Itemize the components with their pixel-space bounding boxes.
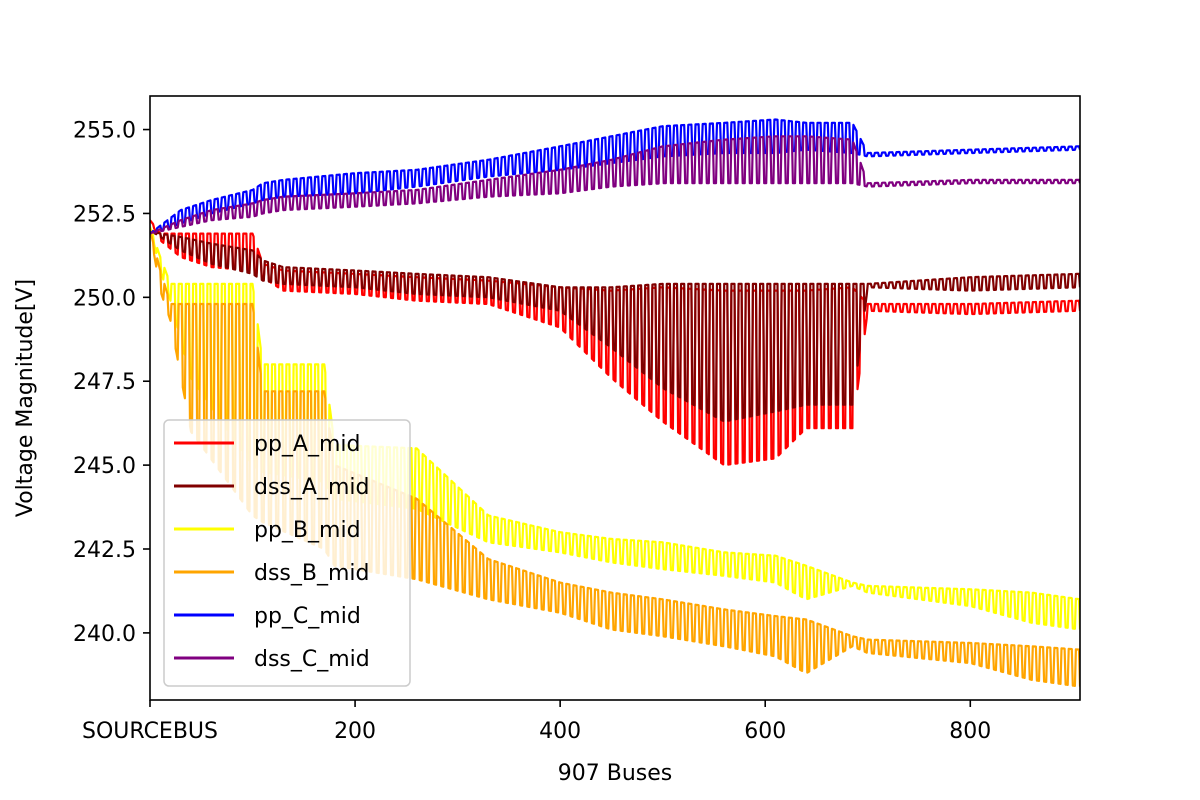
series-line-dss_A_mid xyxy=(150,229,1080,422)
x-tick-label: SOURCEBUS xyxy=(82,719,218,744)
y-tick-label: 252.5 xyxy=(73,202,136,227)
y-axis-label: Voltage Magnitude[V] xyxy=(13,279,38,517)
y-tick-label: 255.0 xyxy=(73,119,136,144)
legend-label-pp_B_mid: pp_B_mid xyxy=(254,518,361,543)
y-tick-label: 240.0 xyxy=(73,622,136,647)
legend-label-dss_A_mid: dss_A_mid xyxy=(254,475,369,500)
series-line-pp_A_mid xyxy=(150,219,1080,466)
legend-label-pp_C_mid: pp_C_mid xyxy=(254,604,361,629)
y-tick-label: 250.0 xyxy=(73,286,136,311)
series-line-pp_C_mid xyxy=(150,118,1080,235)
x-axis-label: 907 Buses xyxy=(558,761,672,786)
legend-label-dss_C_mid: dss_C_mid xyxy=(254,647,370,672)
series-line-dss_C_mid xyxy=(150,135,1080,235)
x-axis: SOURCEBUS 200 400 600 800 xyxy=(82,700,991,744)
x-tick-label: 200 xyxy=(334,719,376,744)
legend-label-pp_A_mid: pp_A_mid xyxy=(254,432,361,457)
y-tick-label: 245.0 xyxy=(73,454,136,479)
axes-frame xyxy=(149,95,1081,701)
x-tick-label: 800 xyxy=(949,719,991,744)
x-tick-label: 600 xyxy=(744,719,786,744)
y-tick-label: 242.5 xyxy=(73,538,136,563)
x-tick-label: 400 xyxy=(539,719,581,744)
legend-label-dss_B_mid: dss_B_mid xyxy=(254,561,370,586)
y-axis: 240.0 242.5 245.0 247.5 250.0 252.5 255.0 xyxy=(73,119,150,647)
y-tick-label: 247.5 xyxy=(73,370,136,395)
legend: pp_A_mid dss_A_mid pp_B_mid dss_B_mid pp_C_m… xyxy=(163,419,411,687)
